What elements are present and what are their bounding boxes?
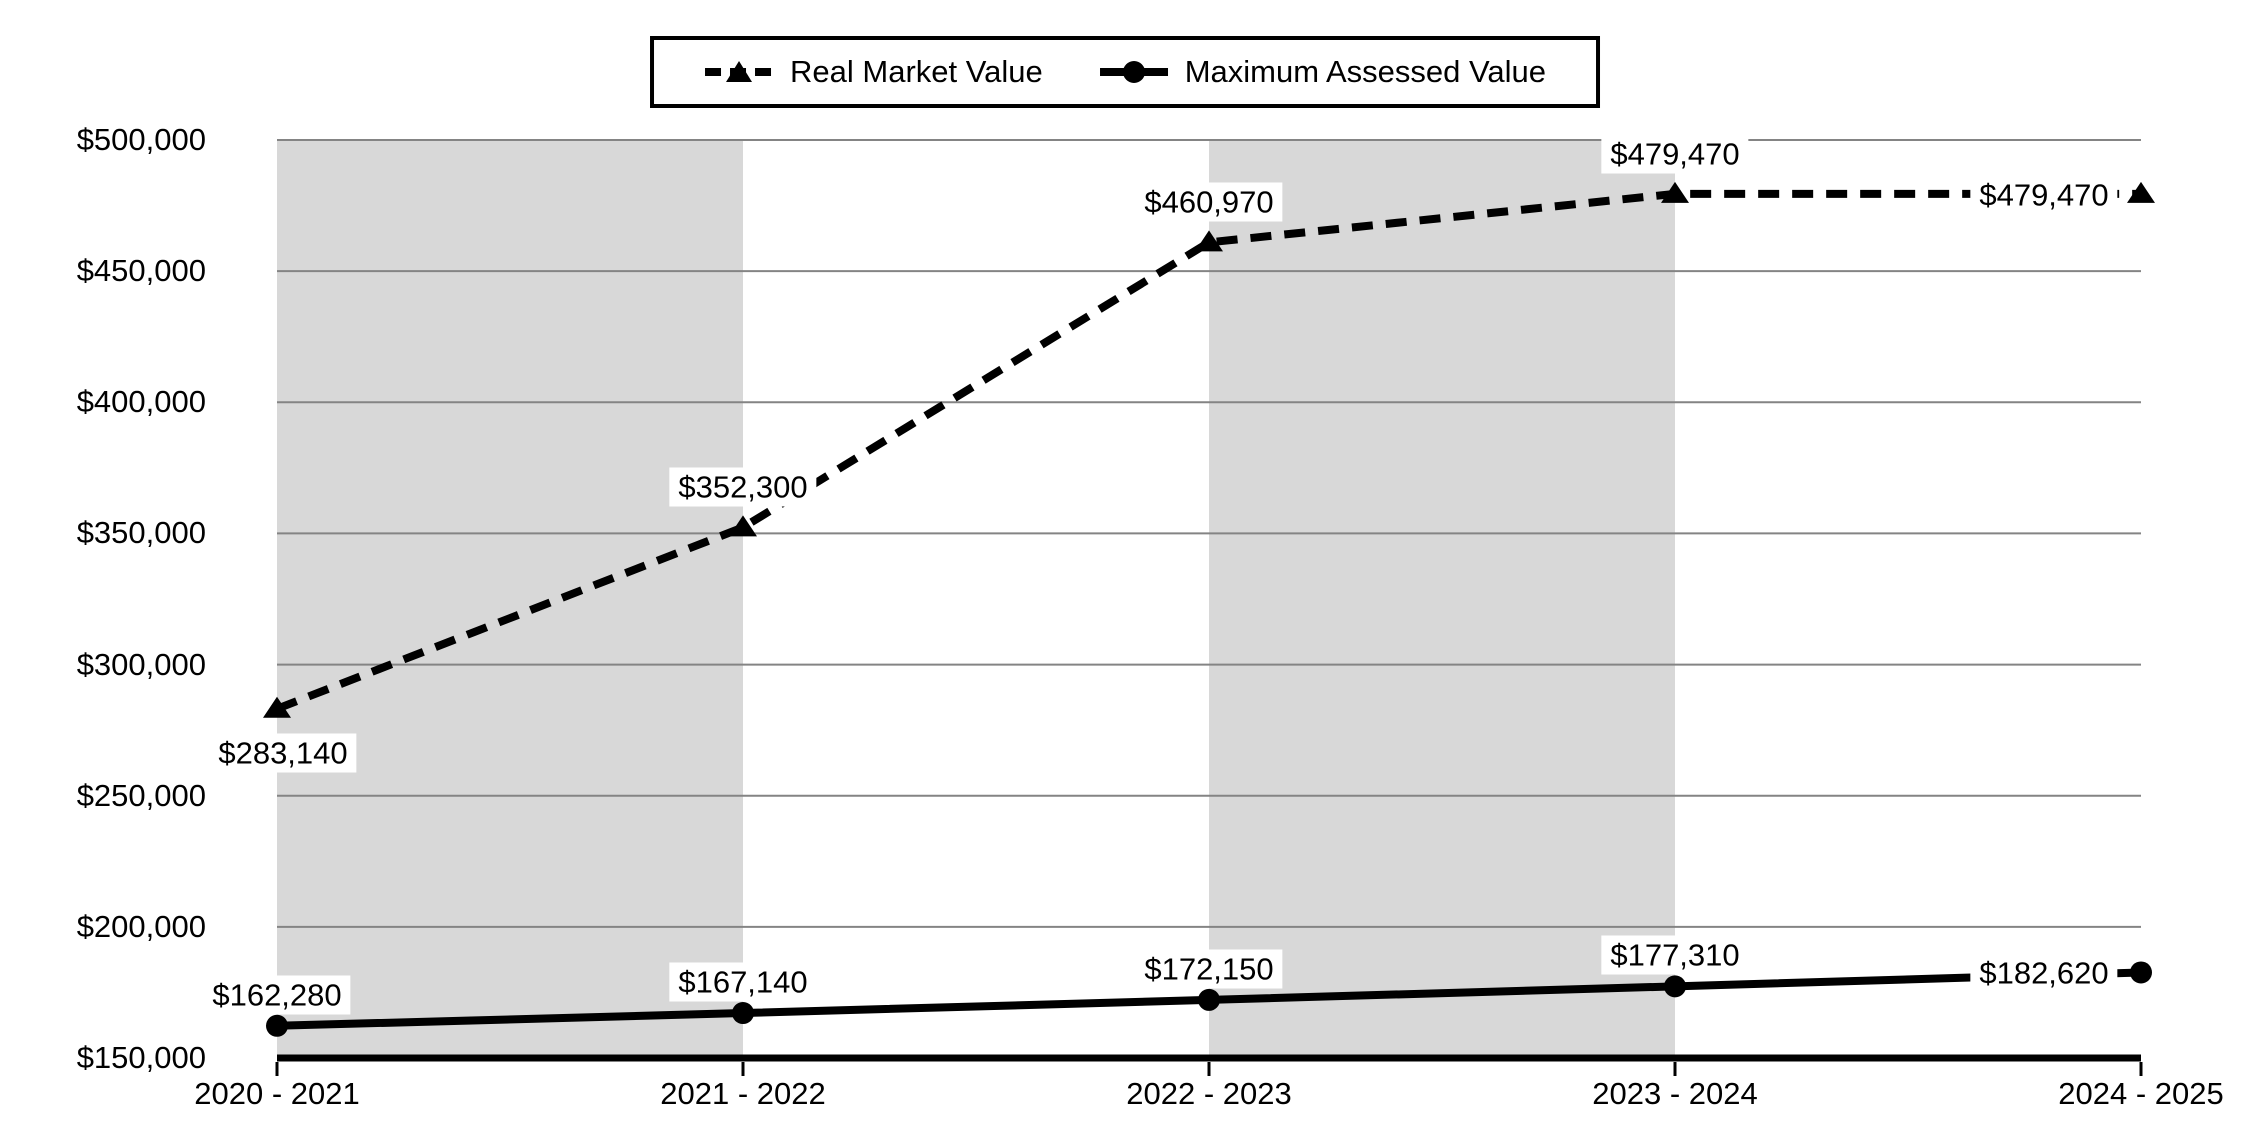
shaded-band <box>1209 140 1675 1058</box>
legend-label-maximum-assessed-value: Maximum Assessed Value <box>1184 54 1546 89</box>
marker-triangle <box>263 696 291 718</box>
data-label: $352,300 <box>669 467 817 507</box>
y-tick-label: $450,000 <box>76 253 206 289</box>
x-tick-label: 2023 - 2024 <box>1592 1076 1758 1111</box>
data-label: $479,470 <box>1970 175 2118 215</box>
marker-circle <box>1198 988 1220 1011</box>
marker-triangle <box>2127 181 2155 203</box>
data-label: $167,140 <box>669 962 817 1002</box>
x-tick-label: 2022 - 2023 <box>1126 1076 1292 1111</box>
legend-label-real-market-value: Real Market Value <box>790 54 1043 89</box>
y-tick-label: $250,000 <box>76 777 206 813</box>
y-tick-label: $400,000 <box>76 384 206 420</box>
series-line-real-market-value <box>275 189 2141 713</box>
y-tick-label: $500,000 <box>76 122 206 157</box>
marker-triangle <box>1195 230 1223 252</box>
dashed-line-triangle-marker-icon <box>705 61 774 82</box>
x-tick-label: 2024 - 2025 <box>2058 1076 2224 1111</box>
data-label: $177,310 <box>1601 935 1749 975</box>
legend: Real Market Value Maximum Assessed Value <box>650 36 1600 108</box>
marker-triangle <box>1661 181 1689 203</box>
data-label: $479,470 <box>1601 134 1749 174</box>
x-tick-label: 2020 - 2021 <box>194 1076 360 1111</box>
data-label: $283,140 <box>209 733 357 773</box>
y-tick-label: $350,000 <box>76 515 206 551</box>
y-tick-label: $300,000 <box>76 646 206 682</box>
marker-circle <box>266 1014 288 1037</box>
marker-circle <box>1664 975 1686 998</box>
data-label: $172,150 <box>1135 949 1283 989</box>
y-tick-label: $200,000 <box>76 908 206 944</box>
data-label: $460,970 <box>1135 182 1283 222</box>
marker-circle <box>2130 961 2152 984</box>
data-label: $182,620 <box>1970 953 2118 993</box>
legend-item-real-market-value: Real Market Value <box>704 54 1043 90</box>
x-tick-label: 2021 - 2022 <box>660 1076 826 1111</box>
marker-circle <box>732 1002 754 1025</box>
data-label: $162,280 <box>203 975 351 1015</box>
marker-triangle <box>729 515 757 537</box>
y-tick-label: $150,000 <box>76 1040 206 1075</box>
solid-line-circle-marker-icon <box>1099 61 1168 83</box>
legend-item-maximum-assessed-value: Maximum Assessed Value <box>1099 54 1546 90</box>
shaded-band <box>277 140 743 1058</box>
